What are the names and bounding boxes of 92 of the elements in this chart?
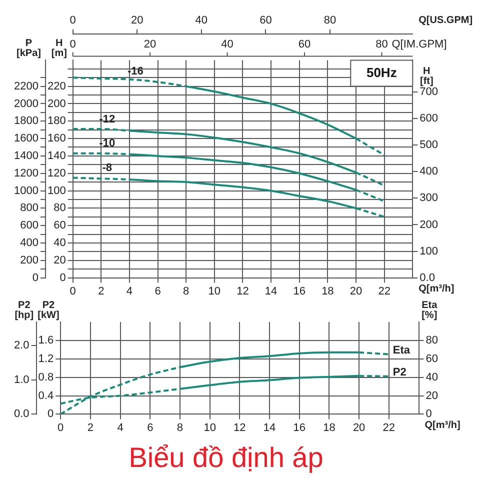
x-tick-label: 14 <box>263 422 276 434</box>
y-tick-label: 0.4 <box>38 390 54 402</box>
y-tick-label: 20 <box>54 254 66 266</box>
x-tick-label: 6 <box>154 285 161 298</box>
text: 60 <box>298 38 311 51</box>
text: 20 <box>144 38 156 51</box>
y-tick-label: 220 <box>47 80 66 92</box>
y2-tick-label: 200 <box>20 254 38 266</box>
y-tick-label: 0 <box>60 272 66 284</box>
x-tick-label: 4 <box>126 285 133 298</box>
text: Biểu đồ định áp <box>128 442 324 473</box>
y2-tick-label: 400 <box>20 237 38 250</box>
y3-tick-label: 40 <box>426 371 438 384</box>
annotation: 50Hz <box>366 64 398 80</box>
series-label: Eta <box>392 344 411 356</box>
y3-axis-title: Eta [%] <box>422 300 438 321</box>
text: 80 <box>376 38 388 51</box>
y-tick-label: 120 <box>47 167 66 180</box>
x-tick-label: 8 <box>176 422 184 434</box>
y3-tick-label: 100 <box>420 245 438 258</box>
y2-axis-title: P2 [hp] <box>14 300 34 321</box>
y-tick-label: 1.2 <box>38 352 54 365</box>
x-tick-label: 12 <box>236 285 249 298</box>
x-tick-label: 18 <box>323 422 336 434</box>
x-axis-title: Q[m³/h] <box>424 420 460 431</box>
x-tick-label: 6 <box>147 422 154 434</box>
x-tick-label: 4 <box>117 422 124 434</box>
y-tick-label: 160 <box>47 132 66 145</box>
x-tick-label: 14 <box>264 285 278 298</box>
y2-tick-label: 600 <box>20 220 38 232</box>
y2-tick-label: 1200 <box>14 167 38 180</box>
y2-tick-label: 1.0 <box>14 374 30 386</box>
y2-tick-label: 800 <box>20 202 38 214</box>
y2-axis-title: P [kPa] <box>16 38 41 59</box>
y3-tick-label: 300 <box>420 192 438 204</box>
y-tick-label: 100 <box>47 184 66 197</box>
y3-tick-label: 0 <box>426 408 432 420</box>
x-tick-label: 8 <box>183 285 190 298</box>
y-tick-label: 60 <box>54 220 66 232</box>
x-tick-label: 16 <box>293 285 306 298</box>
text: Q[IM.GPM] <box>392 38 447 51</box>
x2-tick-label: 60 <box>260 14 272 27</box>
x-axis-title: Q[m³/h] <box>418 284 454 295</box>
x2-tick-label: 40 <box>195 14 208 27</box>
y-axis-title: H [m] <box>51 38 67 59</box>
x-tick-label: 0 <box>70 285 76 298</box>
x-tick-label: 16 <box>293 422 306 434</box>
x2-tick-label: 20 <box>131 14 144 27</box>
x2-tick-label: 80 <box>324 14 336 27</box>
y3-tick-label: 20 <box>426 390 438 402</box>
y-tick-label: 180 <box>47 115 66 128</box>
y3-tick-label: 600 <box>420 112 438 125</box>
y2-tick-label: 2000 <box>14 98 38 110</box>
x-tick-label: 18 <box>322 285 334 298</box>
x-tick-label: 10 <box>208 285 221 298</box>
x-tick-label: 20 <box>350 285 362 298</box>
x2-tick-label: 0 <box>70 14 76 27</box>
y-tick-label: 0.8 <box>38 371 54 384</box>
y2-tick-label: 1400 <box>14 150 38 162</box>
y3-tick-label: 200 <box>420 218 438 231</box>
text: 0 <box>70 38 76 51</box>
y3-tick-label: 80 <box>426 334 438 346</box>
x-tick-label: 22 <box>378 285 390 298</box>
x-tick-label: 2 <box>87 422 94 434</box>
y3-tick-label: 60 <box>426 352 438 365</box>
y2-tick-label: 1800 <box>14 115 38 128</box>
x-tick-label: 12 <box>234 422 246 434</box>
y2-tick-label: 1000 <box>14 184 38 197</box>
x2-axis-title: Q[US.GPM] <box>418 14 473 26</box>
y-tick-label: 1.6 <box>38 334 54 346</box>
y2-tick-label: 0.0 <box>14 408 30 420</box>
text: 40 <box>221 38 234 51</box>
y2-tick-label: 2200 <box>14 80 38 92</box>
y-tick-label: 200 <box>47 98 66 110</box>
series-label: -8 <box>102 162 112 174</box>
x-tick-label: 10 <box>204 422 216 434</box>
x-tick-label: 2 <box>98 285 104 298</box>
y3-tick-label: 500 <box>420 139 438 152</box>
x-tick-label: 22 <box>382 422 396 434</box>
series-label: P2 <box>392 366 406 378</box>
y-tick-label: 0 <box>47 408 54 420</box>
y3-axis-title: H [ft] <box>420 66 434 87</box>
y3-tick-label: 700 <box>420 86 438 98</box>
y-tick-label: 80 <box>54 202 66 214</box>
y-axis-title: P2 [kW] <box>38 300 60 321</box>
y2-tick-label: 2.0 <box>14 339 30 352</box>
y2-tick-label: 1600 <box>14 132 38 145</box>
y-tick-label: 140 <box>47 150 66 162</box>
y3-tick-label: 400 <box>420 166 438 178</box>
y3-tick-label: 0.0 <box>420 272 435 284</box>
y-tick-label: 40 <box>54 237 66 250</box>
x-tick-label: 20 <box>352 422 366 434</box>
